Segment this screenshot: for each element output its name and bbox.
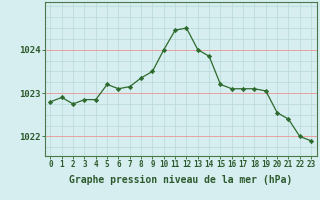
X-axis label: Graphe pression niveau de la mer (hPa): Graphe pression niveau de la mer (hPa) (69, 175, 292, 185)
